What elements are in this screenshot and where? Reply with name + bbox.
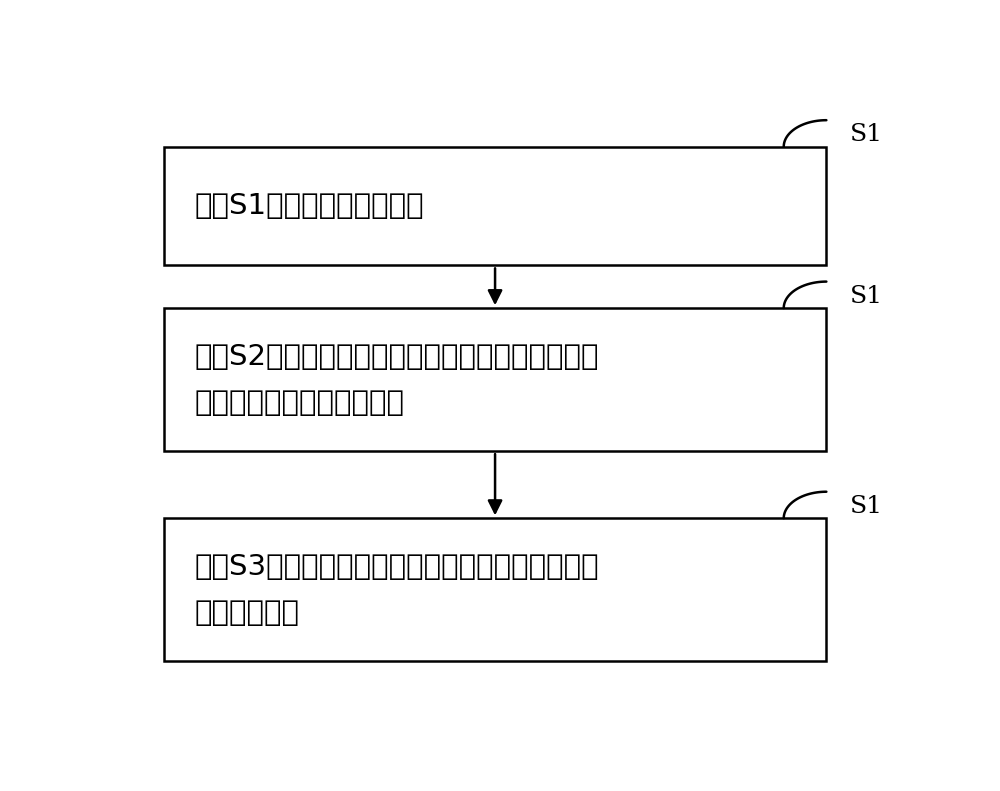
Text: 步骤S2：对加速度信号进行频谱编辑积分处理，以: 步骤S2：对加速度信号进行频谱编辑积分处理，以 (195, 343, 599, 371)
Text: 步骤S1：获取加速度信号；: 步骤S1：获取加速度信号； (195, 192, 424, 220)
Bar (164, 146, 826, 266)
Text: S1: S1 (850, 285, 883, 308)
Bar (164, 308, 826, 451)
Text: S1: S1 (850, 494, 883, 517)
Text: S1: S1 (850, 123, 883, 146)
Text: 否存在故障。: 否存在故障。 (195, 599, 300, 626)
Text: 步骤S3：根据速度信号和位移信号判断转动设备是: 步骤S3：根据速度信号和位移信号判断转动设备是 (195, 553, 599, 581)
Bar (164, 518, 826, 661)
Text: 生成速度信号和位移信号；: 生成速度信号和位移信号； (195, 388, 405, 417)
